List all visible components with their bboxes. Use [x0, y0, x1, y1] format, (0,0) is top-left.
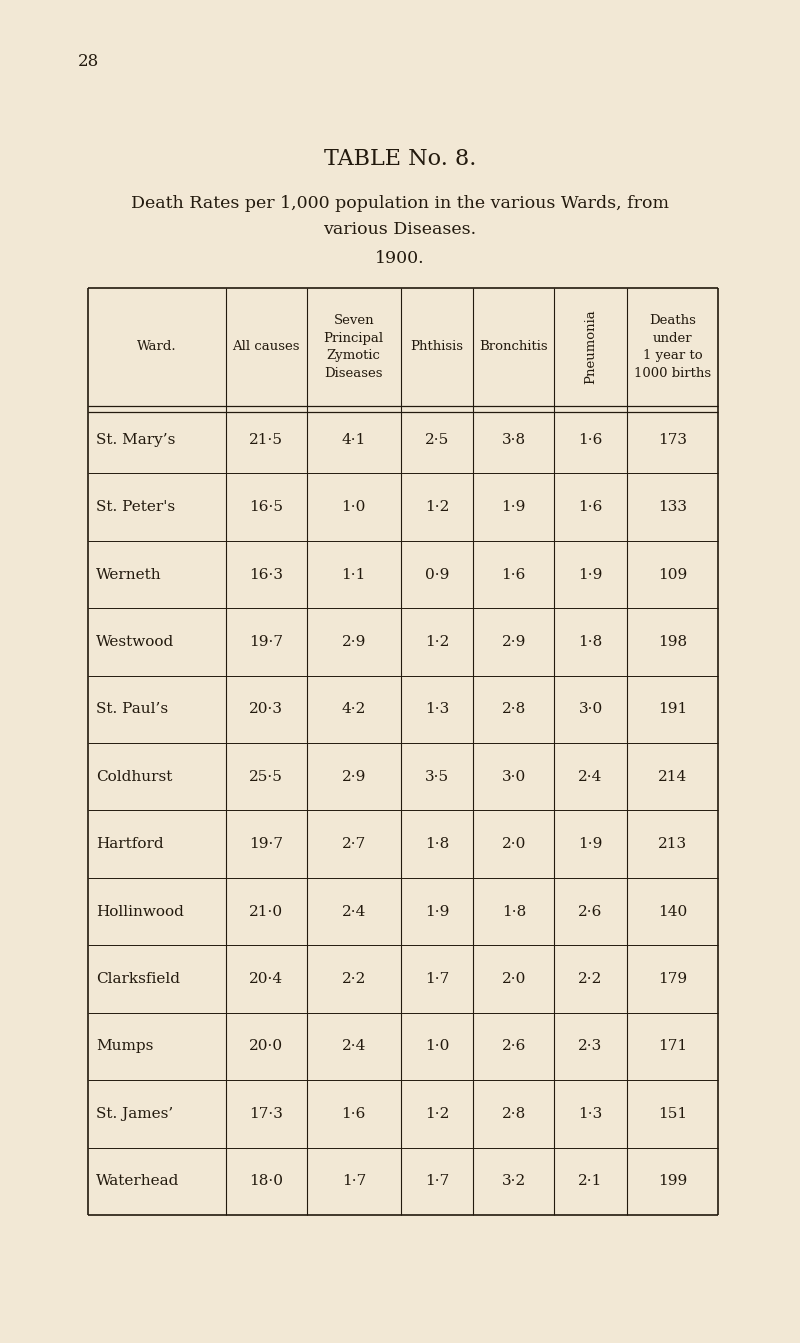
Text: Mumps: Mumps: [96, 1039, 154, 1053]
Text: 1·2: 1·2: [425, 635, 450, 649]
Text: 214: 214: [658, 770, 687, 784]
Text: various Diseases.: various Diseases.: [323, 222, 477, 238]
Text: 1·8: 1·8: [578, 635, 602, 649]
Text: 20·0: 20·0: [249, 1039, 283, 1053]
Text: 1·6: 1·6: [578, 432, 602, 447]
Text: 1·8: 1·8: [502, 905, 526, 919]
Text: 18·0: 18·0: [249, 1174, 283, 1189]
Text: Waterhead: Waterhead: [96, 1174, 179, 1189]
Text: 16·5: 16·5: [249, 500, 283, 514]
Text: 171: 171: [658, 1039, 687, 1053]
Text: 16·3: 16·3: [249, 568, 283, 582]
Text: 133: 133: [658, 500, 687, 514]
Text: 3·0: 3·0: [502, 770, 526, 784]
Text: Seven
Principal
Zymotic
Diseases: Seven Principal Zymotic Diseases: [324, 314, 384, 380]
Text: 1·7: 1·7: [425, 1174, 449, 1189]
Text: 2·1: 2·1: [578, 1174, 602, 1189]
Text: 2·5: 2·5: [425, 432, 449, 447]
Text: 1·3: 1·3: [578, 1107, 602, 1121]
Text: 151: 151: [658, 1107, 687, 1121]
Text: 179: 179: [658, 972, 687, 986]
Text: St. Peter's: St. Peter's: [96, 500, 175, 514]
Text: 3·0: 3·0: [578, 702, 602, 716]
Text: Death Rates per 1,000 population in the various Wards, from: Death Rates per 1,000 population in the …: [131, 195, 669, 212]
Text: Westwood: Westwood: [96, 635, 174, 649]
Text: Clarksfield: Clarksfield: [96, 972, 180, 986]
Text: Phthisis: Phthisis: [410, 341, 463, 353]
Text: 1·1: 1·1: [342, 568, 366, 582]
Text: 4·1: 4·1: [342, 432, 366, 447]
Text: 2·8: 2·8: [502, 702, 526, 716]
Text: 21·5: 21·5: [249, 432, 283, 447]
Text: 1·2: 1·2: [425, 1107, 450, 1121]
Text: Bronchitis: Bronchitis: [479, 341, 548, 353]
Text: All causes: All causes: [232, 341, 300, 353]
Text: Coldhurst: Coldhurst: [96, 770, 172, 784]
Text: 2·9: 2·9: [342, 635, 366, 649]
Text: Pneumonia: Pneumonia: [584, 310, 597, 384]
Text: 1·6: 1·6: [342, 1107, 366, 1121]
Text: Ward.: Ward.: [137, 341, 177, 353]
Text: 1·0: 1·0: [425, 1039, 450, 1053]
Text: 2·0: 2·0: [502, 837, 526, 851]
Text: 1·9: 1·9: [578, 837, 602, 851]
Text: 2·2: 2·2: [342, 972, 366, 986]
Text: 1900.: 1900.: [375, 250, 425, 267]
Text: 199: 199: [658, 1174, 687, 1189]
Text: 2·9: 2·9: [502, 635, 526, 649]
Text: 25·5: 25·5: [250, 770, 283, 784]
Text: Hartford: Hartford: [96, 837, 164, 851]
Text: 2·7: 2·7: [342, 837, 366, 851]
Text: 2·8: 2·8: [502, 1107, 526, 1121]
Text: 1·7: 1·7: [425, 972, 449, 986]
Text: 2·6: 2·6: [502, 1039, 526, 1053]
Text: 4·2: 4·2: [342, 702, 366, 716]
Text: 198: 198: [658, 635, 687, 649]
Text: 213: 213: [658, 837, 687, 851]
Text: St. Paul’s: St. Paul’s: [96, 702, 168, 716]
Text: 1·6: 1·6: [578, 500, 602, 514]
Text: 173: 173: [658, 432, 687, 447]
Text: Deaths
under
1 year to
1000 births: Deaths under 1 year to 1000 births: [634, 314, 711, 380]
Text: 1·8: 1·8: [425, 837, 449, 851]
Text: 2·2: 2·2: [578, 972, 602, 986]
Text: 1·3: 1·3: [425, 702, 449, 716]
Text: 2·6: 2·6: [578, 905, 602, 919]
Text: 1·9: 1·9: [425, 905, 450, 919]
Text: 2·4: 2·4: [342, 1039, 366, 1053]
Text: 1·7: 1·7: [342, 1174, 366, 1189]
Text: 20·4: 20·4: [249, 972, 283, 986]
Text: 19·7: 19·7: [249, 635, 283, 649]
Text: 2·0: 2·0: [502, 972, 526, 986]
Text: 3·2: 3·2: [502, 1174, 526, 1189]
Text: St. Mary’s: St. Mary’s: [96, 432, 175, 447]
Text: Hollinwood: Hollinwood: [96, 905, 184, 919]
Text: 17·3: 17·3: [250, 1107, 283, 1121]
Text: 19·7: 19·7: [249, 837, 283, 851]
Text: 21·0: 21·0: [249, 905, 283, 919]
Text: 1·9: 1·9: [502, 500, 526, 514]
Text: 3·5: 3·5: [425, 770, 449, 784]
Text: Werneth: Werneth: [96, 568, 162, 582]
Text: 28: 28: [78, 52, 99, 70]
Text: 1·0: 1·0: [342, 500, 366, 514]
Text: 20·3: 20·3: [249, 702, 283, 716]
Text: 2·4: 2·4: [578, 770, 602, 784]
Text: 2·3: 2·3: [578, 1039, 602, 1053]
Text: 109: 109: [658, 568, 687, 582]
Text: 3·8: 3·8: [502, 432, 526, 447]
Text: 191: 191: [658, 702, 687, 716]
Text: TABLE No. 8.: TABLE No. 8.: [324, 148, 476, 171]
Text: 1·9: 1·9: [578, 568, 602, 582]
Text: 0·9: 0·9: [425, 568, 450, 582]
Text: 1·6: 1·6: [502, 568, 526, 582]
Text: 2·9: 2·9: [342, 770, 366, 784]
Text: 140: 140: [658, 905, 687, 919]
Text: 1·2: 1·2: [425, 500, 450, 514]
Text: 2·4: 2·4: [342, 905, 366, 919]
Text: St. James’: St. James’: [96, 1107, 174, 1121]
